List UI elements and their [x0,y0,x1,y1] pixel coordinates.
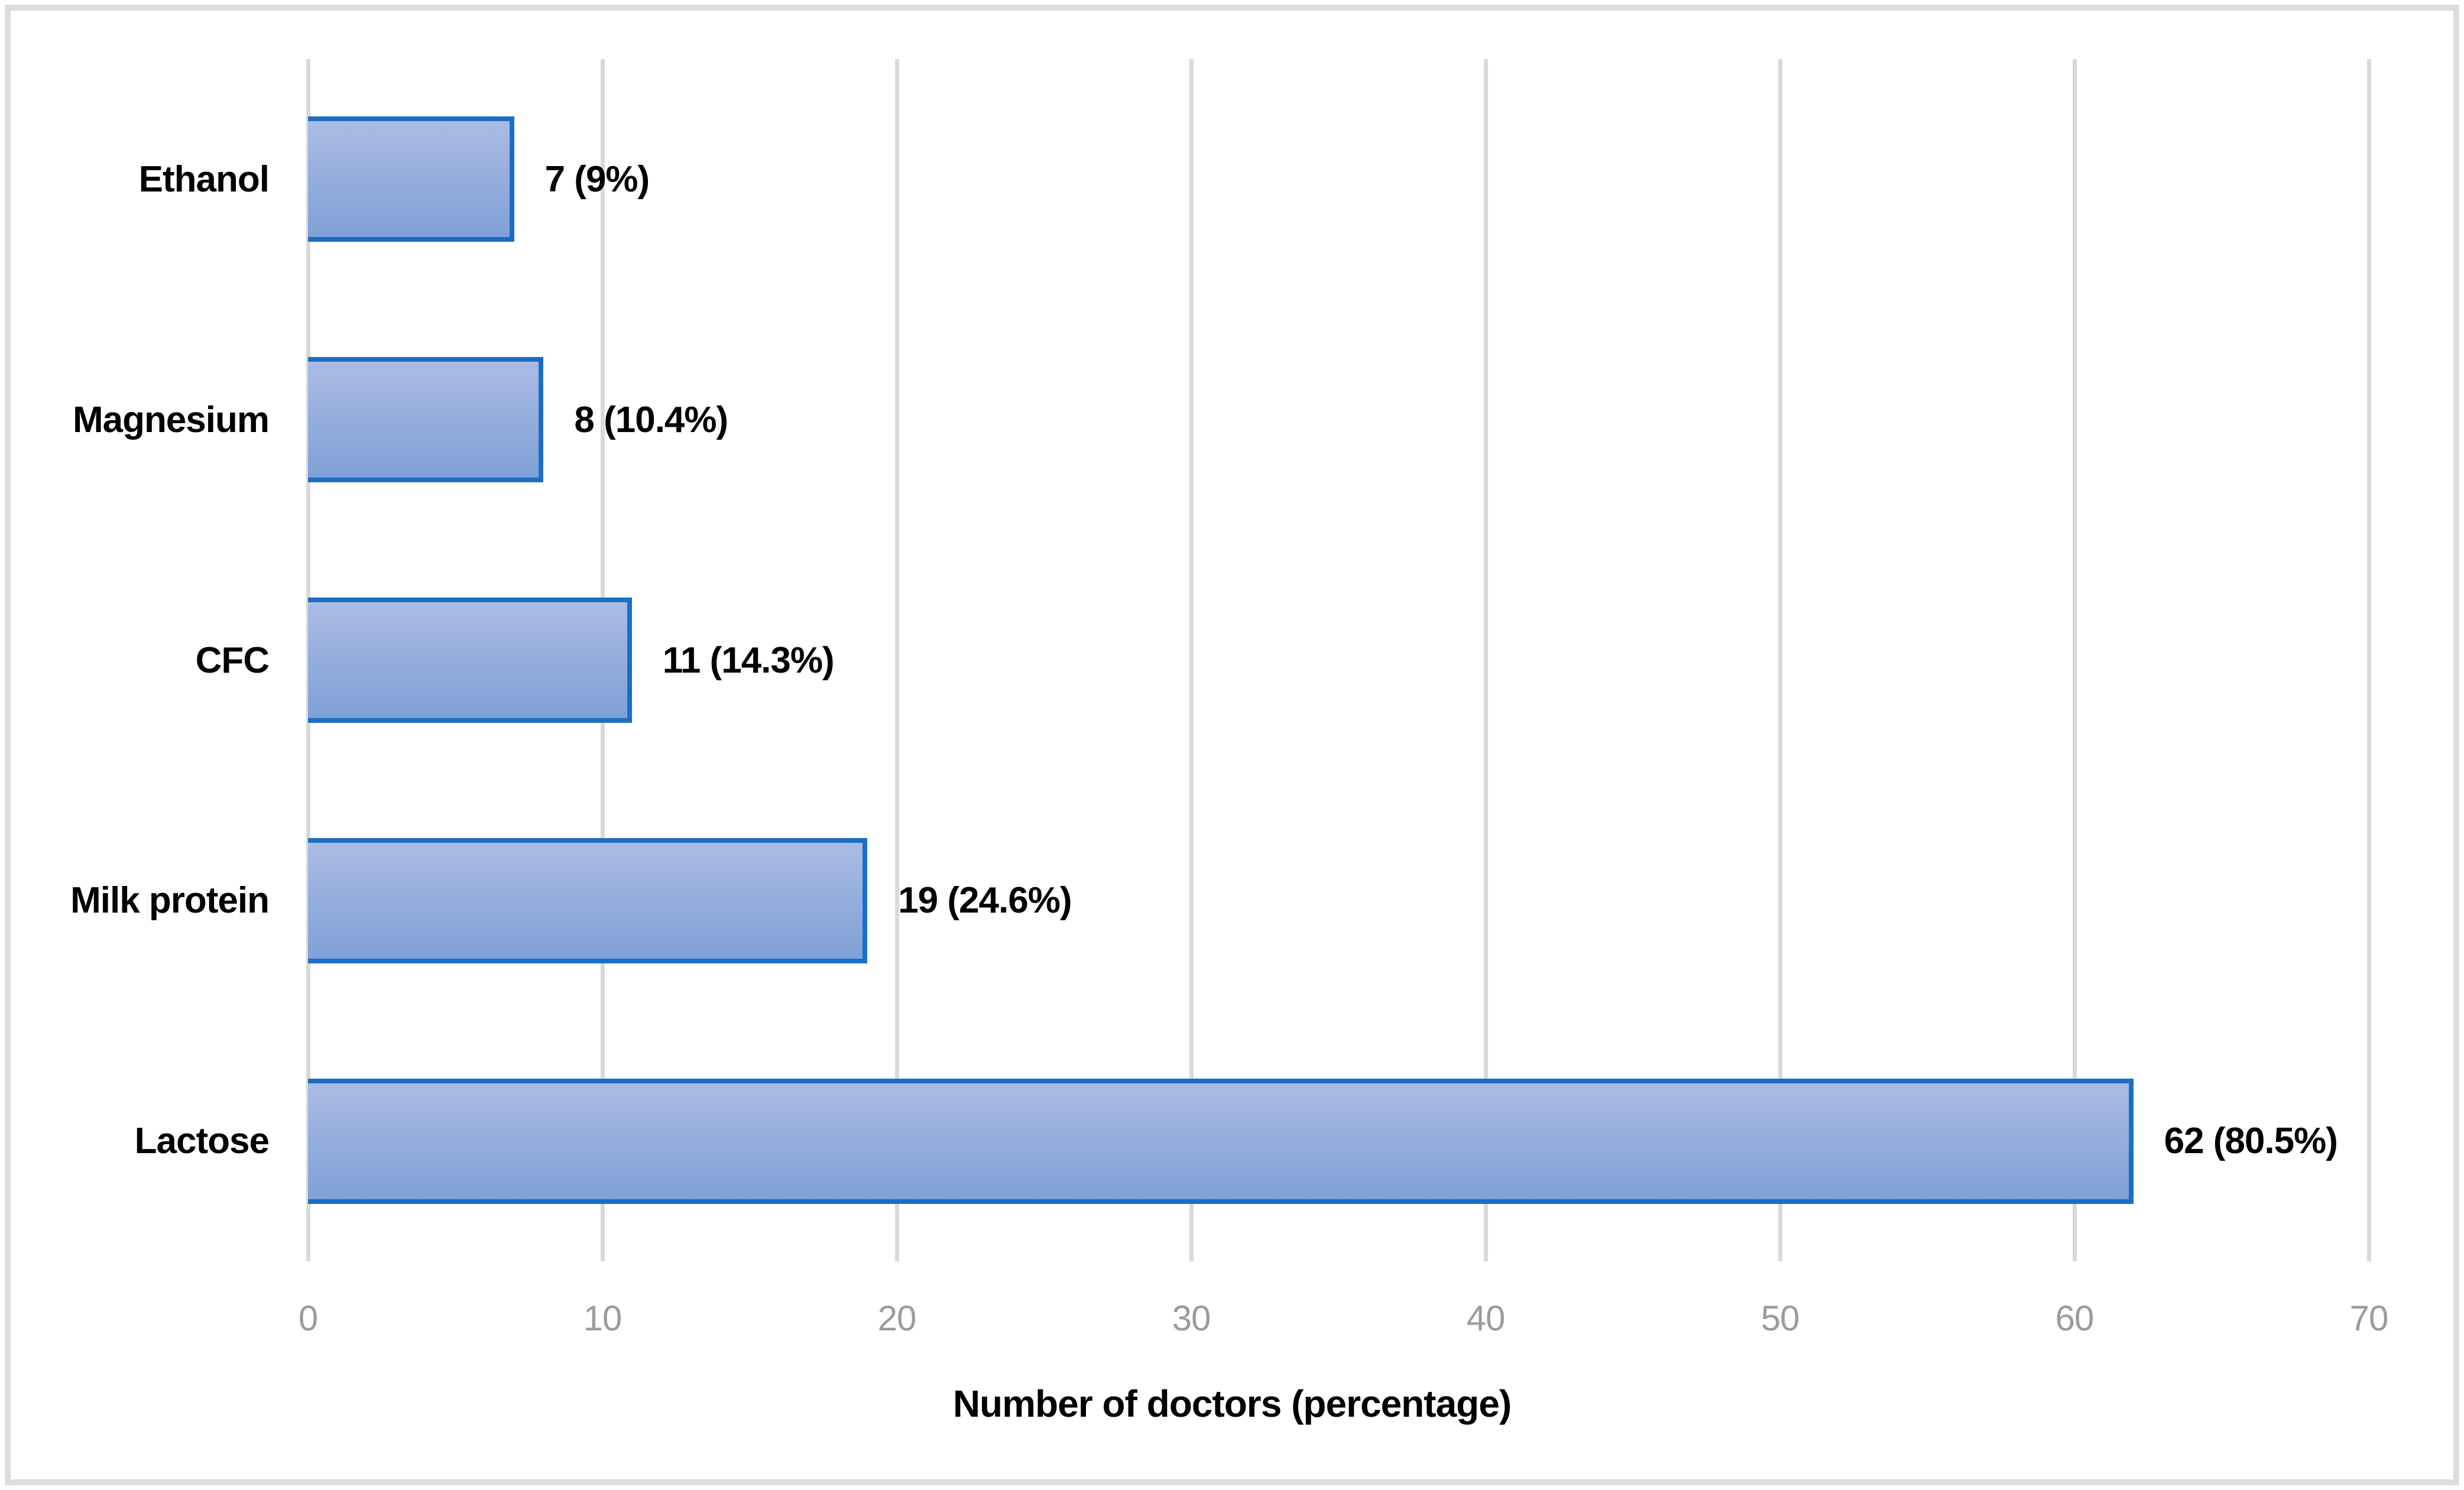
bar-magnesium [308,357,544,483]
gridline-x-60 [2072,59,2077,1261]
category-label-magnesium: Magnesium [72,399,270,440]
category-label-lactose: Lactose [134,1121,270,1162]
value-label-lactose: 62 (80.5%) [2164,1121,2338,1162]
gridline-x-50 [1778,59,1782,1261]
bar-ethanol [308,116,514,242]
gridline-x-20 [894,59,899,1261]
x-tick-label-70: 70 [2349,1299,2389,1338]
x-tick-label-30: 30 [1172,1299,1211,1338]
value-label-magnesium: 8 (10.4%) [574,399,728,440]
x-tick-label-60: 60 [2055,1299,2095,1338]
bar-cfc [308,598,632,723]
bar-lactose [308,1078,2134,1204]
x-tick-label-50: 50 [1761,1299,1800,1338]
category-label-ethanol: Ethanol [138,158,270,200]
category-label-cfc: CFC [195,640,270,681]
x-tick-label-10: 10 [583,1299,623,1338]
category-label-milk-protein: Milk protein [70,880,270,921]
x-tick-label-0: 0 [298,1299,318,1338]
x-axis-title: Number of doctors (percentage) [952,1382,1512,1425]
gridline-x-30 [1189,59,1194,1261]
gridline-x-40 [1483,59,1488,1261]
x-tick-label-20: 20 [877,1299,917,1338]
bar-milk-protein [308,837,868,963]
gridline-x-70 [2366,59,2371,1261]
value-label-cfc: 11 (14.3%) [662,640,835,681]
x-tick-label-40: 40 [1466,1299,1506,1338]
value-label-milk-protein: 19 (24.6%) [898,880,1072,921]
value-label-ethanol: 7 (9%) [544,158,650,200]
